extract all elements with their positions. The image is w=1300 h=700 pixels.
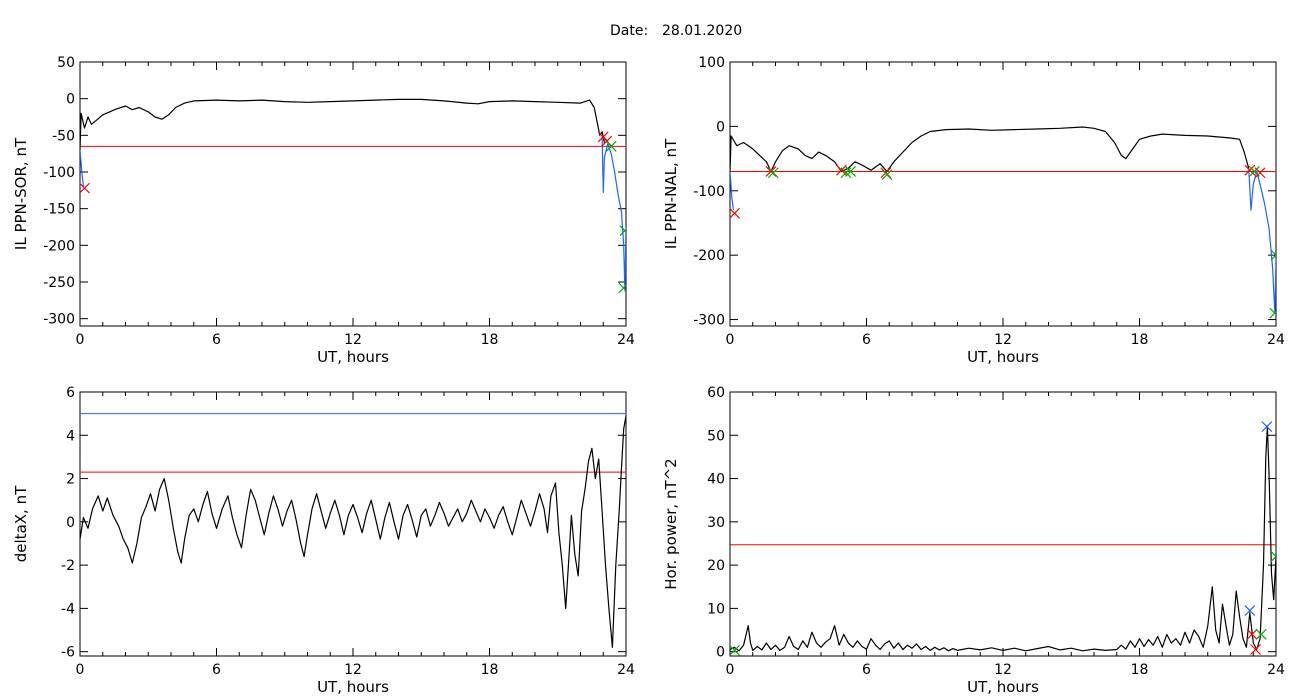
data-marker <box>881 169 893 181</box>
y-axis-label: IL PPN-SOR, nT <box>12 137 30 250</box>
data-marker <box>845 166 856 177</box>
y-tick-label: 0 <box>716 645 725 661</box>
y-axis-label: IL PPN-NAL, nT <box>662 138 680 249</box>
data-marker <box>1254 167 1266 179</box>
x-tick-label: 0 <box>76 662 85 678</box>
data-marker <box>1244 605 1256 616</box>
x-axis-label: UT, hours <box>967 348 1039 366</box>
chart-sor: -300 -250 -200 -150 -100 -50 0 50 0 6 12 18 24 UT, ho… <box>12 55 635 366</box>
y-tick-label: 4 <box>66 428 75 444</box>
data-marker <box>1261 421 1273 433</box>
x-tick-label: 18 <box>481 662 499 678</box>
y-tick-label: 6 <box>66 385 75 401</box>
y-tick-label: 100 <box>698 55 725 71</box>
data-series-line <box>730 126 1250 173</box>
data-marker <box>767 167 779 179</box>
data-marker <box>80 182 90 194</box>
y-tick-label: 0 <box>66 515 75 531</box>
y-tick-label: 0 <box>716 119 725 135</box>
x-tick-label: 24 <box>1267 662 1285 678</box>
data-series-line <box>80 98 605 151</box>
x-tick-label: 0 <box>726 662 735 678</box>
y-tick-label: -4 <box>61 601 75 617</box>
y-tick-label: -300 <box>693 313 725 329</box>
data-series-line <box>601 135 626 292</box>
y-tick-label: 20 <box>707 558 725 574</box>
date-value: 28.01.2020 <box>662 23 742 39</box>
y-tick-label: 50 <box>707 428 725 444</box>
data-marker <box>619 225 626 237</box>
x-tick-label: 0 <box>726 332 735 348</box>
data-marker <box>1269 307 1276 319</box>
x-tick-label: 6 <box>212 662 221 678</box>
plot-frame <box>79 391 627 657</box>
plot-frame <box>729 61 1277 327</box>
y-tick-label: 50 <box>57 55 75 71</box>
x-tick-label: 24 <box>617 332 635 348</box>
x-tick-label: 18 <box>1131 332 1149 348</box>
x-tick-label: 18 <box>1131 662 1149 678</box>
y-tick-label: -300 <box>43 312 75 328</box>
y-tick-label: 2 <box>66 472 75 488</box>
y-tick-label: 60 <box>707 385 725 401</box>
y-tick-label: -50 <box>52 128 75 144</box>
y-tick-label: 40 <box>707 472 725 488</box>
data-marker <box>730 644 740 656</box>
y-tick-label: -200 <box>43 238 75 254</box>
chart-hpower: 0 10 20 30 40 50 60 0 6 12 18 24 UT, hours Hor. power… <box>662 385 1285 696</box>
y-tick-label: -2 <box>61 558 75 574</box>
y-tick-label: 0 <box>66 92 75 108</box>
date-label: Date: <box>610 23 648 39</box>
x-tick-label: 12 <box>344 332 362 348</box>
data-marker <box>1270 551 1276 562</box>
plot-frame <box>729 391 1277 657</box>
x-axis-label: UT, hours <box>967 678 1039 696</box>
data-marker <box>730 207 740 219</box>
y-tick-label: -200 <box>693 248 725 264</box>
plot-area <box>80 413 626 648</box>
x-tick-label: 6 <box>862 662 871 678</box>
x-tick-label: 0 <box>76 332 85 348</box>
x-tick-label: 6 <box>212 332 221 348</box>
y-axis-label: Hor. power, nT^2 <box>662 458 680 589</box>
plot-area <box>80 98 626 294</box>
y-axis-label: deltaX, nT <box>12 485 30 562</box>
plot-area <box>730 126 1276 319</box>
data-marker <box>1270 249 1276 261</box>
y-tick-label: -6 <box>61 645 75 661</box>
data-series-line <box>730 171 734 211</box>
data-marker <box>597 131 609 143</box>
data-marker <box>1246 628 1258 640</box>
chart-nal: -300 -200 -100 0 100 0 6 12 18 24 UT, hours IL PPN-… <box>662 55 1285 366</box>
x-tick-label: 6 <box>862 332 871 348</box>
data-marker <box>605 140 617 152</box>
y-tick-label: -250 <box>43 275 75 291</box>
x-tick-label: 18 <box>481 332 499 348</box>
x-axis-label: UT, hours <box>317 348 389 366</box>
y-tick-label: -150 <box>43 202 75 218</box>
plot-area <box>730 421 1276 656</box>
data-series-line <box>1248 168 1276 314</box>
y-tick-label: 10 <box>707 601 725 617</box>
data-series-line <box>80 415 626 648</box>
data-marker <box>1255 628 1267 640</box>
data-series-line <box>80 149 84 187</box>
x-tick-label: 12 <box>994 662 1012 678</box>
data-series-line <box>730 426 1276 652</box>
y-tick-label: 30 <box>707 515 725 531</box>
data-marker <box>765 166 777 177</box>
x-tick-label: 12 <box>344 662 362 678</box>
x-tick-label: 24 <box>617 662 635 678</box>
y-tick-label: -100 <box>43 165 75 181</box>
x-axis-label: UT, hours <box>317 678 389 696</box>
y-tick-label: -100 <box>693 184 725 200</box>
x-tick-label: 24 <box>1267 332 1285 348</box>
data-marker <box>1250 644 1261 655</box>
data-marker <box>618 282 626 294</box>
x-tick-label: 12 <box>994 332 1012 348</box>
